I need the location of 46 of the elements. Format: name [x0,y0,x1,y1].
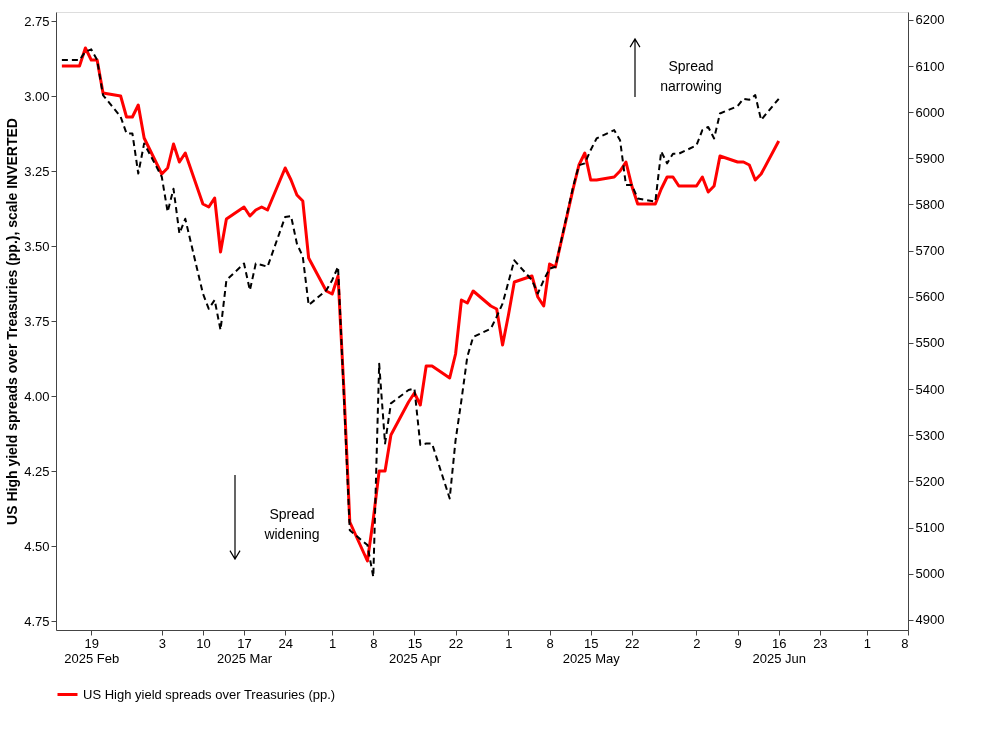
annotation: Spread narrowing [660,58,722,94]
y-tick-label: 4.25 [24,463,50,479]
x-tick-label: 3 [158,635,166,651]
x-tick-label: 8 [546,635,554,651]
y-tick-label: 2.75 [24,13,50,29]
annotation: Spread widening [263,506,320,542]
y2-tick-label: 5800 [915,196,945,212]
y-axis-title: US High yield spreads over Treasuries (pp.), scale INVERTED [4,118,21,525]
y2-tick-label: 6200 [915,12,945,28]
x-tick-label: 22 [625,635,640,651]
y-tick-label: 3.50 [24,238,50,254]
x-tick-label: 9 [734,635,742,651]
x-tick-label: 19 2025 Feb [64,635,120,666]
y2-tick-label: 5500 [915,335,945,351]
x-tick-label: 1 [863,635,871,651]
y2-tick-label: 6100 [915,58,945,74]
x-tick-label: 22 [448,635,464,651]
y2-tick-label: 5900 [915,150,945,166]
y2-tick-label: 5600 [915,289,945,305]
x-tick-label: 8 [901,635,909,651]
y2-tick-label: 5200 [915,473,945,489]
y-tick-label: 4.75 [24,613,50,629]
x-tick-label: 23 [813,635,828,651]
y2-tick-label: 5700 [915,243,945,259]
y2-tick-label: 5100 [915,520,945,536]
y2-tick-label: 5400 [915,381,945,397]
x-tick-label: 15 2025 Apr [388,635,442,666]
x-tick-label: 1 [329,635,337,651]
y-tick-label: 3.25 [24,163,50,179]
x-tick-label: 16 2025 Jun [752,635,806,666]
x-tick-label: 10 [196,635,211,651]
x-tick-label: 24 [278,635,293,651]
y-tick-label: 4.00 [24,388,50,404]
x-tick-label: 17 2025 Mar [217,635,273,666]
y2-tick-label: 5000 [915,566,945,582]
x-tick-label: 8 [370,635,378,651]
y-tick-label: 3.00 [24,88,50,104]
x-tick-label: 1 [505,635,513,651]
y-tick-label: 4.50 [24,538,50,554]
x-tick-label: 15 2025 May [562,635,621,666]
legend-label: US High yield spreads over Treasuries (pp.) [83,686,336,702]
y2-tick-label: 6000 [915,104,945,120]
y2-tick-label: 5300 [915,427,945,443]
y-tick-label: 3.75 [24,313,50,329]
x-tick-label: 2 [693,635,701,651]
y2-tick-label: 4900 [915,612,945,628]
